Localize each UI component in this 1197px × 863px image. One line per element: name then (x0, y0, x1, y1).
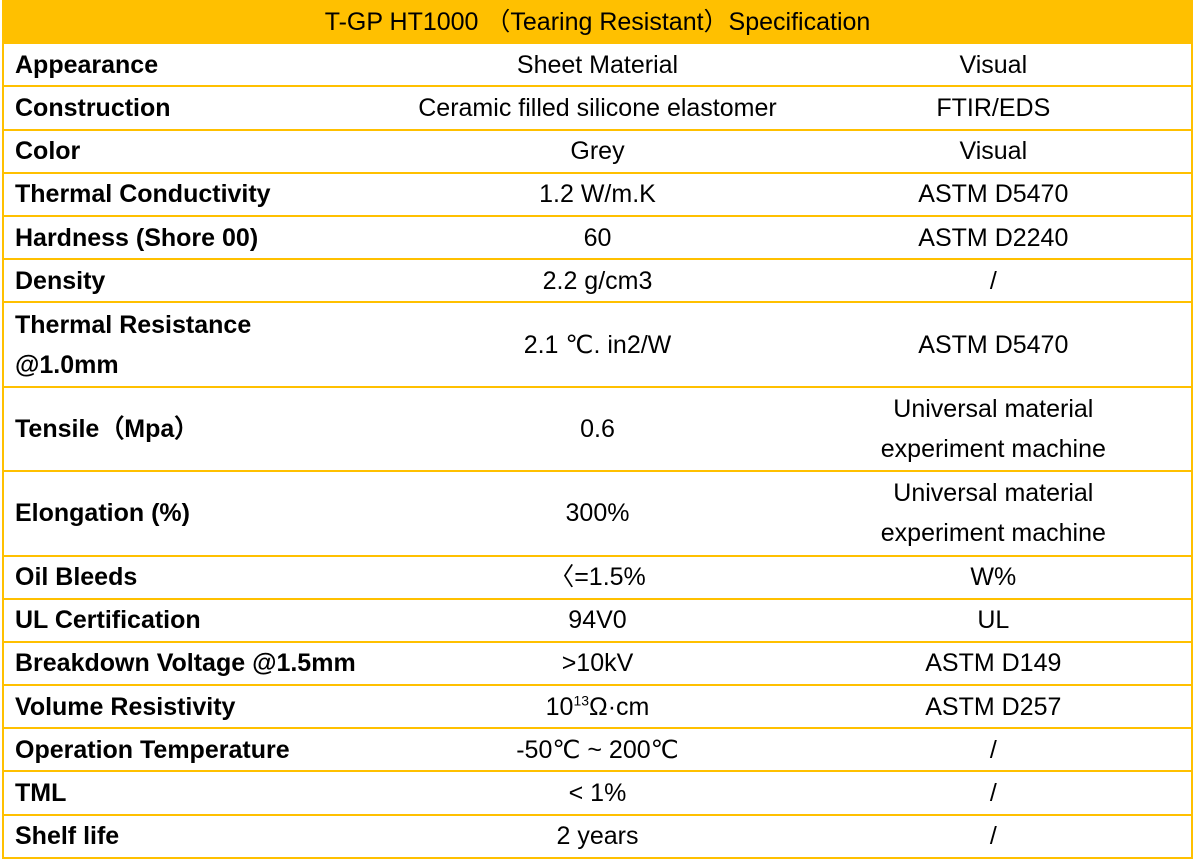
value-cell: -50℃ ~ 200℃ (399, 728, 796, 773)
property-cell: Breakdown Voltage @1.5mm (1, 641, 400, 687)
value-cell: Sheet Material (399, 44, 796, 88)
value-cell: Ceramic filled silicone elastomer (399, 86, 796, 131)
table-row: Thermal Resistance @1.0mm 2.1 ℃. in2/W A… (1, 302, 1194, 388)
table-title-row: T-GP HT1000 （Tearing Resistant）Specifica… (2, 0, 1193, 45)
table-row: Elongation (%) 300% Universal material e… (1, 471, 1194, 557)
value-cell: 60 (399, 215, 796, 261)
table-row: Oil Bleeds 〈=1.5% W% (1, 555, 1194, 600)
test-method-cell: ASTM D5470 (795, 302, 1194, 388)
property-cell: Volume Resistivity (1, 685, 400, 730)
test-method-cell: Visual (795, 129, 1194, 174)
property-cell: Appearance (1, 44, 400, 88)
method-line: Universal material (893, 394, 1094, 423)
property-cell: Elongation (%) (1, 471, 400, 557)
property-cell: Shelf life (1, 814, 400, 860)
table-row: Volume Resistivity 1013Ω·cm ASTM D257 (1, 685, 1194, 730)
test-method-cell: / (795, 728, 1194, 773)
test-method-cell: ASTM D2240 (795, 215, 1194, 261)
value-cell: 2.2 g/cm3 (399, 259, 796, 304)
table-row: Hardness (Shore 00) 60 ASTM D2240 (1, 215, 1194, 261)
value-cell: 〈=1.5% (399, 555, 796, 600)
property-cell: Color (1, 129, 400, 174)
property-cell: Density (1, 259, 400, 304)
test-method-cell: / (795, 771, 1194, 816)
table-row: Density 2.2 g/cm3 / (1, 259, 1194, 304)
property-cell: UL Certification (1, 598, 400, 643)
value-cell: 300% (399, 471, 796, 557)
test-method-cell: W% (795, 555, 1194, 600)
property-cell: Hardness (Shore 00) (1, 215, 400, 261)
method-line: Universal material (893, 479, 1094, 508)
test-method-cell: / (795, 814, 1194, 860)
value-base: 10 (545, 692, 574, 721)
test-method-cell: Universal material experiment machine (795, 386, 1194, 473)
table-row: UL Certification 94V0 UL (1, 598, 1194, 643)
method-line: experiment machine (880, 519, 1106, 548)
test-method-cell: UL (795, 598, 1194, 643)
value-cell: 1.2 W/m.K (399, 172, 796, 217)
value-unit: Ω·cm (589, 692, 650, 721)
table-row: Breakdown Voltage @1.5mm >10kV ASTM D149 (1, 641, 1194, 687)
table-row: Tensile（Mpa） 0.6 Universal material expe… (1, 386, 1194, 473)
value-cell: < 1% (399, 771, 796, 816)
table-row: Thermal Conductivity 1.2 W/m.K ASTM D547… (1, 172, 1194, 217)
property-cell: TML (1, 771, 400, 816)
value-cell: Grey (399, 129, 796, 174)
method-line: experiment machine (880, 434, 1106, 463)
table-title: T-GP HT1000 （Tearing Resistant）Specifica… (2, 0, 1193, 45)
table-row: Color Grey Visual (1, 129, 1194, 174)
test-method-cell: FTIR/EDS (795, 86, 1194, 131)
property-cell: Tensile（Mpa） (1, 386, 400, 473)
test-method-cell: Universal material experiment machine (795, 471, 1194, 557)
test-method-cell: ASTM D257 (795, 685, 1194, 730)
table-row: TML < 1% / (1, 771, 1194, 816)
table-row: Appearance Sheet Material Visual (1, 44, 1194, 88)
table-row: Shelf life 2 years / (1, 814, 1194, 860)
test-method-cell: / (795, 259, 1194, 304)
test-method-cell: ASTM D149 (795, 641, 1194, 687)
value-cell: 94V0 (399, 598, 796, 643)
property-line: @1.0mm (15, 350, 119, 379)
table-row: Construction Ceramic filled silicone ela… (1, 86, 1194, 131)
property-cell: Operation Temperature (1, 728, 400, 773)
value-cell: 1013Ω·cm (399, 685, 796, 730)
property-cell: Thermal Resistance @1.0mm (1, 302, 400, 388)
value-cell: 2 years (399, 814, 796, 860)
value-exponent: 13 (573, 692, 590, 709)
table-row: Operation Temperature -50℃ ~ 200℃ / (1, 728, 1194, 773)
value-cell: 2.1 ℃. in2/W (399, 302, 796, 388)
property-cell: Thermal Conductivity (1, 172, 400, 217)
test-method-cell: Visual (795, 44, 1194, 88)
value-cell: >10kV (399, 641, 796, 687)
property-cell: Construction (1, 86, 400, 131)
value-cell: 0.6 (399, 386, 796, 473)
property-line: Thermal Resistance (15, 310, 252, 339)
property-cell: Oil Bleeds (1, 555, 400, 600)
test-method-cell: ASTM D5470 (795, 172, 1194, 217)
